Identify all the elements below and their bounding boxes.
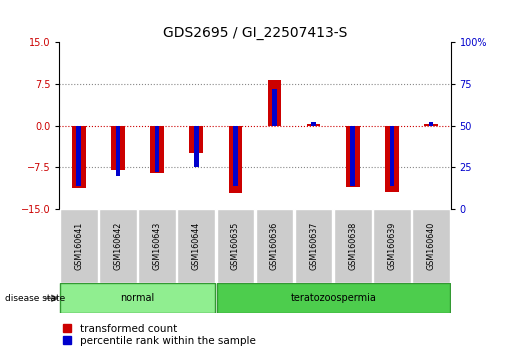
- Bar: [373, 209, 410, 283]
- Bar: [233, 126, 238, 185]
- Bar: [150, 126, 164, 173]
- Text: normal: normal: [121, 293, 154, 303]
- Bar: [428, 122, 434, 126]
- Bar: [413, 209, 450, 283]
- Text: GSM160636: GSM160636: [270, 222, 279, 270]
- Bar: [194, 126, 199, 167]
- Bar: [334, 209, 371, 283]
- Bar: [385, 126, 399, 192]
- Bar: [311, 122, 316, 126]
- Bar: [60, 283, 215, 313]
- Bar: [217, 283, 450, 313]
- Text: GSM160638: GSM160638: [348, 222, 357, 270]
- Bar: [115, 126, 121, 176]
- Bar: [424, 124, 438, 126]
- Bar: [139, 209, 176, 283]
- Bar: [307, 124, 320, 126]
- Bar: [154, 126, 160, 172]
- Bar: [99, 209, 136, 283]
- Bar: [389, 126, 394, 185]
- Text: GSM160639: GSM160639: [387, 222, 397, 270]
- Title: GDS2695 / GI_22507413-S: GDS2695 / GI_22507413-S: [163, 26, 347, 40]
- Text: teratozoospermia: teratozoospermia: [290, 293, 376, 303]
- Bar: [272, 89, 277, 126]
- Bar: [217, 209, 254, 283]
- Bar: [346, 126, 359, 187]
- Bar: [178, 209, 215, 283]
- Text: GSM160643: GSM160643: [152, 222, 162, 270]
- Legend: transformed count, percentile rank within the sample: transformed count, percentile rank withi…: [62, 323, 256, 347]
- Text: GSM160644: GSM160644: [192, 222, 201, 270]
- Bar: [295, 209, 332, 283]
- Text: disease state: disease state: [5, 294, 65, 303]
- Bar: [190, 126, 203, 153]
- Text: GSM160640: GSM160640: [426, 222, 436, 270]
- Text: GSM160635: GSM160635: [231, 222, 240, 270]
- Text: GSM160642: GSM160642: [113, 222, 123, 270]
- Bar: [268, 80, 281, 126]
- Bar: [60, 209, 97, 283]
- Bar: [111, 126, 125, 170]
- Bar: [350, 126, 355, 185]
- Bar: [76, 126, 81, 185]
- Text: GSM160637: GSM160637: [309, 222, 318, 270]
- Bar: [72, 126, 85, 188]
- Bar: [256, 209, 293, 283]
- Text: GSM160641: GSM160641: [74, 222, 83, 270]
- Bar: [229, 126, 242, 193]
